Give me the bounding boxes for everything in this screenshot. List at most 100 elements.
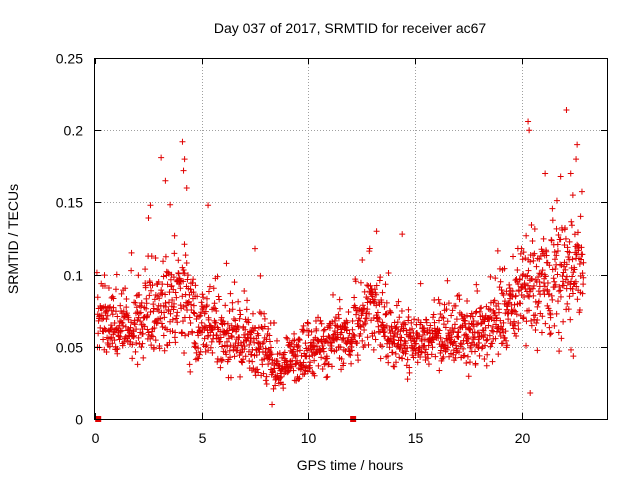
data-point: [371, 329, 378, 336]
data-point: [237, 311, 244, 318]
data-point: [223, 260, 230, 267]
data-point: [477, 320, 484, 327]
data-point: [157, 315, 164, 322]
data-point: [211, 300, 218, 307]
data-point: [463, 312, 470, 319]
data-point: [263, 336, 270, 343]
data-point: [570, 269, 577, 276]
data-point: [547, 330, 554, 337]
data-point: [437, 334, 444, 341]
data-point: [436, 317, 443, 324]
data-point: [196, 351, 203, 358]
data-point: [445, 344, 452, 351]
data-point: [270, 385, 277, 392]
data-point: [416, 345, 423, 352]
data-point: [513, 311, 520, 318]
data-point: [544, 302, 551, 309]
data-point: [101, 325, 108, 332]
data-point: [495, 351, 502, 358]
data-point: [104, 312, 111, 319]
data-point: [559, 273, 566, 280]
data-point: [536, 256, 543, 263]
data-point: [162, 253, 169, 260]
data-point: [511, 330, 518, 337]
data-point: [237, 349, 244, 356]
data-point: [135, 272, 142, 279]
data-point: [448, 312, 455, 319]
data-point: [338, 326, 345, 333]
data-point: [518, 284, 525, 291]
data-point: [579, 270, 586, 277]
data-point: [138, 303, 145, 310]
data-point: [281, 349, 288, 356]
data-point: [396, 354, 403, 361]
data-point: [162, 291, 169, 298]
data-point: [144, 313, 151, 320]
data-point: [379, 343, 386, 350]
data-point: [288, 340, 295, 347]
data-point: [241, 288, 248, 295]
data-point: [112, 286, 119, 293]
data-point: [561, 242, 568, 249]
data-point: [487, 306, 494, 313]
y-axis-label: SRMTID / TECUs: [5, 184, 21, 294]
data-point: [354, 339, 361, 346]
data-point: [402, 321, 409, 328]
data-point: [164, 326, 171, 333]
data-point: [357, 279, 364, 286]
data-point: [186, 314, 193, 321]
data-point: [385, 359, 392, 366]
data-point: [514, 267, 521, 274]
data-point: [334, 334, 341, 341]
data-point: [132, 348, 139, 355]
data-point: [435, 330, 442, 337]
data-point: [349, 326, 356, 333]
data-point: [487, 343, 494, 350]
data-point: [519, 256, 526, 263]
data-point: [106, 343, 113, 350]
data-point: [266, 332, 273, 339]
data-point: [529, 285, 536, 292]
data-point: [100, 336, 107, 343]
data-point: [129, 355, 136, 362]
data-point: [220, 328, 227, 335]
data-point: [139, 340, 146, 347]
data-point: [213, 307, 220, 314]
data-point: [218, 357, 225, 364]
data-point: [571, 266, 578, 273]
data-point: [383, 299, 390, 306]
data-point: [520, 249, 527, 256]
data-point: [571, 231, 578, 238]
data-point: [496, 329, 503, 336]
data-point: [257, 272, 264, 279]
data-point: [257, 344, 264, 351]
data-point: [478, 345, 485, 352]
data-point: [138, 343, 145, 350]
data-point: [465, 335, 472, 342]
data-point: [326, 334, 333, 341]
data-point: [311, 372, 318, 379]
data-point: [171, 250, 178, 257]
data-point: [260, 339, 267, 346]
data-point: [405, 306, 412, 313]
data-point: [235, 298, 242, 305]
data-point: [511, 301, 518, 308]
y-tick-label: 0.05: [56, 340, 83, 356]
data-point: [229, 299, 236, 306]
data-point: [294, 357, 301, 364]
data-point: [249, 310, 256, 317]
data-point: [216, 296, 223, 303]
data-point: [203, 295, 210, 302]
data-point: [159, 324, 166, 331]
data-point: [544, 287, 551, 294]
data-point: [237, 373, 244, 380]
data-point: [156, 345, 163, 352]
data-point: [234, 347, 241, 354]
data-point: [444, 318, 451, 325]
data-point: [409, 325, 416, 332]
data-point: [219, 343, 226, 350]
data-point: [540, 235, 547, 242]
data-point: [213, 332, 220, 339]
data-point: [497, 317, 504, 324]
data-point: [306, 353, 313, 360]
